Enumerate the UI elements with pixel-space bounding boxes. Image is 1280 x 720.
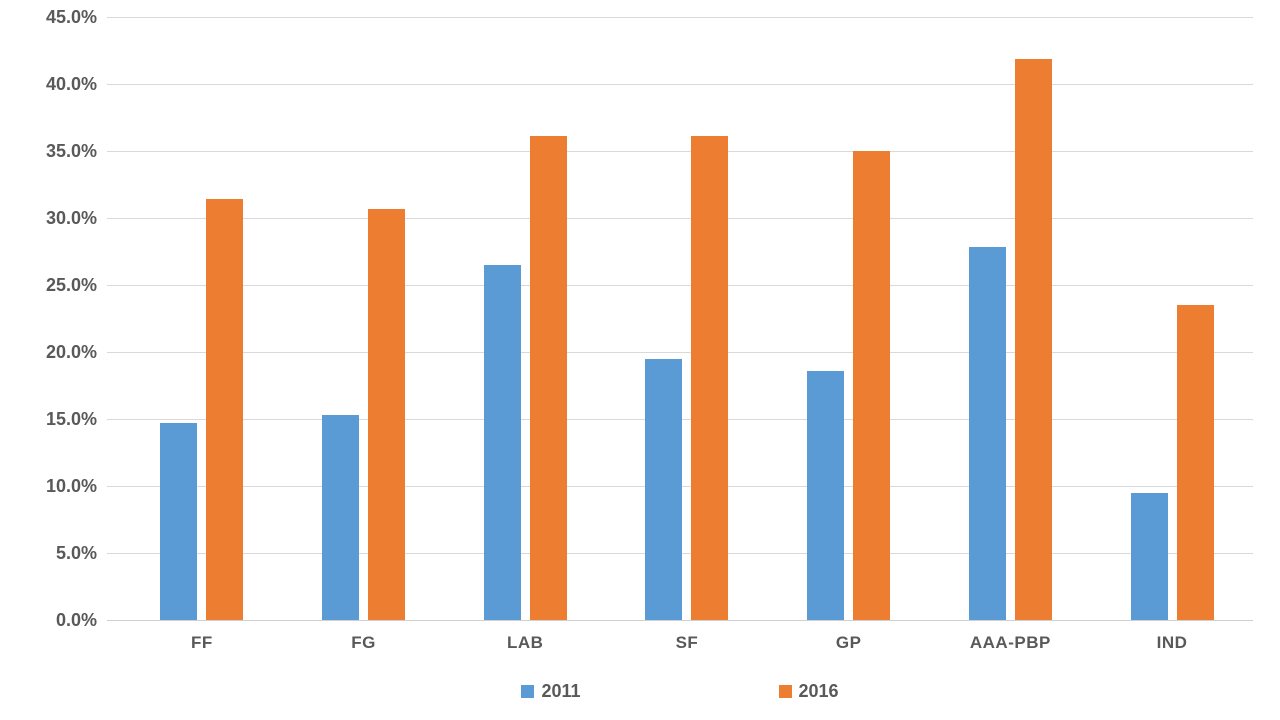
y-tick-label: 0.0% bbox=[55, 610, 97, 630]
legend-swatch-2011 bbox=[521, 684, 535, 698]
legend-item-2016: 2016 bbox=[778, 681, 839, 701]
y-tick-label: 20.0% bbox=[45, 342, 97, 362]
bar-2011-sf bbox=[645, 358, 683, 620]
x-category-label-ff: FF bbox=[190, 633, 213, 652]
x-category-label-ind: IND bbox=[1156, 633, 1188, 652]
bar-2011-ff bbox=[160, 423, 198, 620]
x-category-label-aaa-pbp: AAA-PBP bbox=[969, 633, 1051, 652]
bar-2016-ind bbox=[1176, 305, 1214, 620]
bar-2011-fg bbox=[322, 414, 360, 620]
y-tick-label: 45.0% bbox=[45, 7, 97, 27]
legend: 2011 2016 bbox=[107, 681, 1253, 701]
y-tick-label: 30.0% bbox=[45, 208, 97, 228]
bar-2011-gp bbox=[807, 370, 845, 620]
y-tick-label: 25.0% bbox=[45, 275, 97, 295]
y-tick-label: 40.0% bbox=[45, 74, 97, 94]
x-category-label-fg: FG bbox=[351, 633, 376, 652]
bar-2011-lab bbox=[483, 264, 521, 620]
legend-swatch-2016 bbox=[778, 684, 792, 698]
gridline bbox=[107, 352, 1253, 353]
y-tick-label: 5.0% bbox=[55, 543, 97, 563]
y-tick-label: 15.0% bbox=[45, 409, 97, 429]
x-category-label-sf: SF bbox=[675, 633, 699, 652]
gridline bbox=[107, 218, 1253, 219]
y-tick-label: 10.0% bbox=[45, 476, 97, 496]
gridline bbox=[107, 285, 1253, 286]
y-tick-label: 35.0% bbox=[45, 141, 97, 161]
x-category-label-gp: GP bbox=[835, 633, 862, 652]
legend-label-2011: 2011 bbox=[541, 681, 581, 701]
gridline bbox=[107, 84, 1253, 85]
x-category-label-lab: LAB bbox=[507, 633, 544, 652]
bar-2016-sf bbox=[691, 136, 729, 620]
legend-item-2011: 2011 bbox=[521, 681, 581, 701]
legend-label-2016: 2016 bbox=[798, 681, 839, 701]
x-axis-line bbox=[107, 620, 1253, 621]
bar-2016-gp bbox=[853, 151, 891, 620]
bar-2016-lab bbox=[529, 136, 567, 620]
gridline bbox=[107, 17, 1253, 18]
bar-2011-aaa-pbp bbox=[968, 247, 1006, 620]
bar-2016-aaa-pbp bbox=[1014, 58, 1052, 620]
bar-2016-fg bbox=[368, 208, 406, 620]
bar-2016-ff bbox=[206, 199, 244, 620]
bar-2011-ind bbox=[1130, 492, 1168, 620]
gridline bbox=[107, 151, 1253, 152]
